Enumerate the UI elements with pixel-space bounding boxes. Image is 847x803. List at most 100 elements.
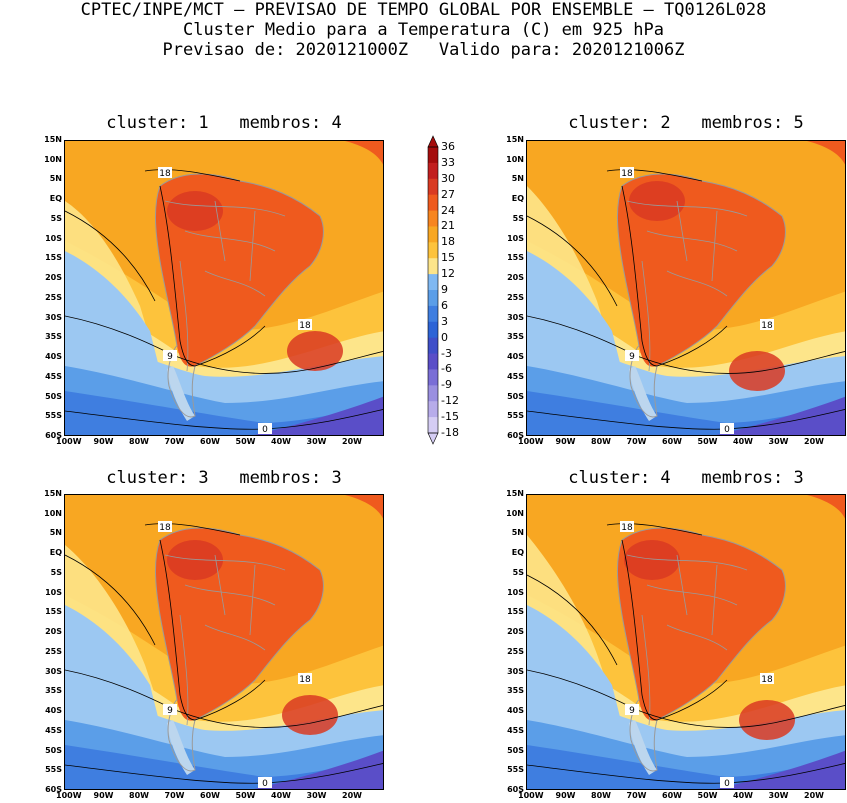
lat-tick-label: 35S xyxy=(45,332,62,342)
colorbar-min-arrow xyxy=(427,432,439,445)
colorbar-swatch xyxy=(428,194,438,212)
lat-tick-label: 35S xyxy=(45,686,62,696)
lat-tick-label: 45S xyxy=(507,725,524,735)
land-hot-core xyxy=(167,191,223,231)
lon-tick-label: 80W xyxy=(129,791,149,800)
lat-tick-label: 10S xyxy=(507,233,524,243)
colorbar-swatch xyxy=(428,258,438,275)
lat-tick-label: 45S xyxy=(45,725,62,735)
map-svg: 18 18 9 0 xyxy=(527,495,845,789)
country-border xyxy=(184,230,276,252)
colorbar-level-label: -3 xyxy=(441,346,452,360)
contour-18 xyxy=(606,169,728,367)
lat-tick-label: 5N xyxy=(49,528,62,538)
contour-label-text: 9 xyxy=(167,352,173,362)
country-border xyxy=(626,200,748,217)
land-hot-core xyxy=(629,181,685,221)
contour-label: 9 xyxy=(625,350,639,362)
africa-region xyxy=(345,495,383,519)
colorbar-swatch xyxy=(428,242,438,259)
coastline xyxy=(154,527,324,772)
colorbar-swatch xyxy=(428,147,438,164)
panel-title-1: cluster: 1 membros: 4 xyxy=(106,113,342,133)
lat-tick-label: EQ xyxy=(511,548,524,558)
patagonia-region xyxy=(629,366,657,421)
colorbar-level-label: 6 xyxy=(441,298,448,312)
lon-tick-label: 30W xyxy=(768,437,789,446)
colorbar-swatch xyxy=(428,417,438,434)
lat-tick-label: 5S xyxy=(512,213,524,223)
lat-tick-label: 55S xyxy=(45,411,62,421)
contour-label: 0 xyxy=(720,423,734,435)
lat-tick-label: 15S xyxy=(45,607,62,617)
lon-tick-label: 40W xyxy=(271,791,291,800)
contour-label-text: 18 xyxy=(761,321,773,331)
lat-tick-label: EQ xyxy=(511,194,524,204)
panel-title-4: cluster: 4 membros: 3 xyxy=(568,468,804,488)
lat-tick-label: 5S xyxy=(512,567,524,577)
lon-tick-label: 90W xyxy=(93,437,114,446)
country-border xyxy=(676,554,688,616)
colorbar-swatch xyxy=(428,353,438,370)
map-svg: 18 18 9 0 xyxy=(65,141,383,435)
header-line-3: Previsao de: 2020121000Z Valido para: 20… xyxy=(162,40,685,60)
lon-tick-label: 50W xyxy=(235,437,256,446)
lat-tick-label: 40S xyxy=(507,706,524,716)
colorbar-swatch xyxy=(428,226,438,243)
contour-18 xyxy=(606,523,728,721)
lat-tick-label: 30S xyxy=(45,666,62,676)
contour-label: 18 xyxy=(620,167,634,179)
colorbar-level-label: 15 xyxy=(441,251,455,265)
colorbar-level-label: 0 xyxy=(441,330,448,344)
contour-label: 0 xyxy=(720,777,734,789)
contour-18-pacific xyxy=(527,574,618,666)
lon-tick-label: 50W xyxy=(235,791,256,800)
colorbar-swatch xyxy=(428,369,438,386)
lat-tick-label: 60S xyxy=(45,431,62,440)
colorbar-swatch xyxy=(428,274,438,291)
lat-tick-label: 10N xyxy=(506,508,524,518)
colorbar-level-label: 12 xyxy=(441,267,455,281)
lat-tick-label: 5N xyxy=(511,174,524,184)
lat-tick-label: 55S xyxy=(507,765,524,775)
colorbar-swatch xyxy=(428,385,438,402)
colorbar-swatch xyxy=(428,162,438,180)
contour-18-pacific xyxy=(65,554,156,646)
lon-tick-label: 50W xyxy=(697,437,718,446)
colorbar-swatch xyxy=(428,401,438,418)
contour-9 xyxy=(527,315,845,374)
patagonia-region xyxy=(167,366,195,421)
lat-tick-label: 20S xyxy=(507,273,524,283)
contour-label: 9 xyxy=(625,704,639,716)
lat-tick-label: 30S xyxy=(507,312,524,322)
lat-tick-label: 50S xyxy=(507,745,524,755)
country-border xyxy=(676,200,688,262)
lon-tick-label: 80W xyxy=(129,437,149,446)
lon-tick-label: 40W xyxy=(733,437,753,446)
lon-tick-label: 30W xyxy=(768,791,789,800)
patagonia-region xyxy=(167,720,195,775)
lat-tick-label: 10S xyxy=(45,233,62,243)
country-border xyxy=(626,554,748,571)
patagonia-region xyxy=(629,720,657,775)
polar-region xyxy=(715,396,845,435)
lat-tick-label: 25S xyxy=(45,646,62,656)
colorbar-level-label: 30 xyxy=(441,171,455,185)
country-border xyxy=(204,270,266,297)
lat-tick-label: EQ xyxy=(49,548,62,558)
country-border xyxy=(646,584,738,606)
map-panel-4: 18 18 9 0 xyxy=(526,494,846,790)
country-border xyxy=(179,260,189,372)
header-line-2: Cluster Medio para a Temperatura (C) em … xyxy=(182,20,665,40)
colorbar-level-label: -15 xyxy=(441,410,459,424)
lat-tick-label: 45S xyxy=(507,371,524,381)
map-panel-3: 18 18 9 0 xyxy=(64,494,384,790)
africa-region xyxy=(807,495,845,519)
colorbar-level-label: 18 xyxy=(441,235,455,249)
country-border xyxy=(641,614,651,726)
lat-tick-label: 15N xyxy=(44,489,62,498)
lat-tick-label: 25S xyxy=(45,292,62,302)
country-border xyxy=(164,554,286,571)
colorbar-level-label: -9 xyxy=(441,378,452,392)
lon-tick-label: 90W xyxy=(555,437,576,446)
